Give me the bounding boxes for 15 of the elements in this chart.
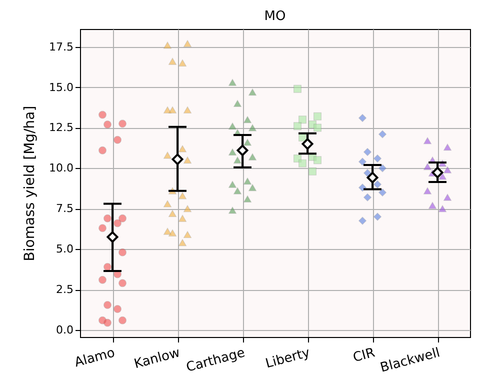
x-tick-label: Alamo (73, 346, 117, 371)
y-axis-title: Biomass yield [Mg/ha] (22, 106, 38, 262)
y-tick-label: 2.5 (56, 283, 74, 296)
y-tick-label: 15.0 (49, 80, 74, 94)
y-tick-label: 17.5 (49, 40, 74, 54)
y-tick-label: 10.0 (49, 162, 74, 175)
chart-title: MO (264, 9, 286, 24)
y-tick-label: 0.0 (56, 324, 74, 337)
y-tick-label: 12.5 (49, 121, 74, 134)
y-tick-label: 5.0 (56, 242, 74, 256)
x-tick-label: Carthage (184, 346, 247, 376)
y-tick-label: 7.5 (56, 202, 74, 216)
x-tick-label: Kanlow (132, 345, 182, 372)
x-tick-label: Liberty (264, 345, 312, 372)
x-tick-label: CIR (352, 346, 377, 366)
